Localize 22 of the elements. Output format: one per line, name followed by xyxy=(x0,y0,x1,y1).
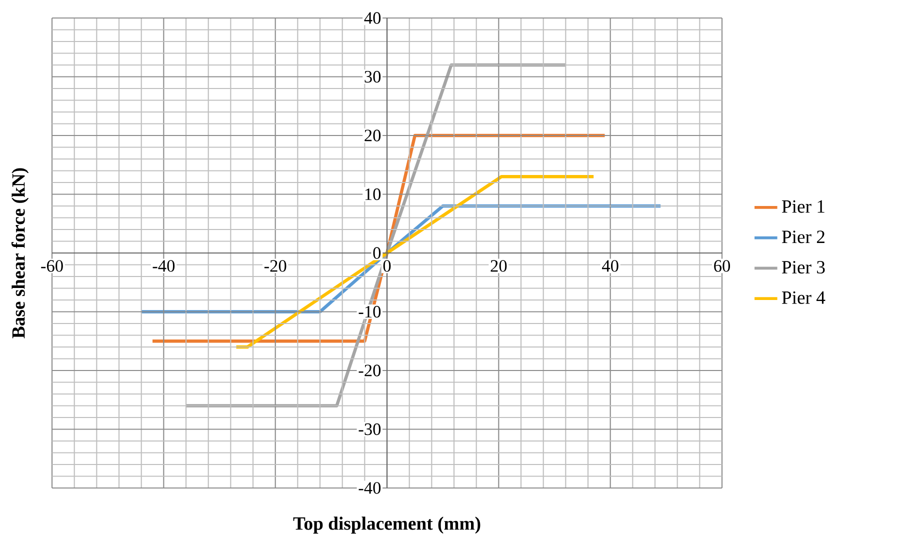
x-tick-label: -20 xyxy=(264,260,286,272)
x-tick-label: -60 xyxy=(41,260,63,272)
y-tick-label: -30 xyxy=(358,423,381,436)
x-tick-label: 60 xyxy=(714,260,730,272)
legend-label: Pier 1 xyxy=(782,200,824,213)
x-tick-label: 0 xyxy=(383,260,391,272)
x-tick-label: 40 xyxy=(602,260,618,272)
y-axis-title: Base shear force (kN) xyxy=(12,168,29,338)
y-tick-label: -10 xyxy=(358,306,381,318)
y-tick-label: 0 xyxy=(373,247,381,259)
legend-label: Pier 2 xyxy=(782,230,824,244)
y-tick-label: 10 xyxy=(365,188,381,200)
y-tick-label: -20 xyxy=(358,364,381,376)
x-tick-label: 20 xyxy=(490,260,507,272)
y-tick-label: -40 xyxy=(358,482,381,494)
y-tick-label: 40 xyxy=(364,12,381,24)
legend-label: Pier 3 xyxy=(782,260,825,274)
y-tick-label: 20 xyxy=(364,130,381,142)
y-tick-label: 30 xyxy=(364,70,381,83)
x-axis-title: Top displacement (mm) xyxy=(293,516,480,534)
x-tick-label: -40 xyxy=(152,260,175,272)
legend-label: Pier 4 xyxy=(782,291,826,304)
